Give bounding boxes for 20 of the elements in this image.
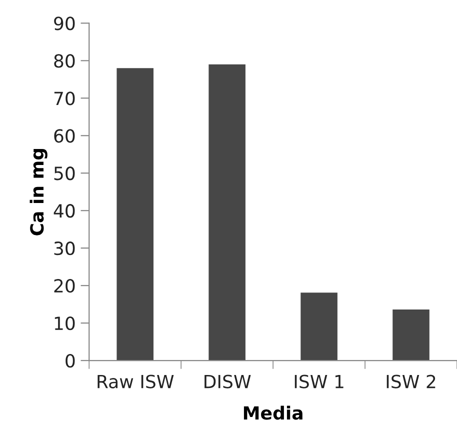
x-axis-title: Media	[244, 406, 302, 420]
y-tick-label: 10	[54, 316, 75, 330]
y-tick-label: 30	[54, 242, 75, 256]
y-axis-title: Ca in mg	[30, 148, 48, 236]
y-tick-label: 60	[54, 129, 75, 143]
y-tick-label: 80	[54, 54, 75, 68]
y-tick-label: 50	[54, 166, 75, 180]
bar	[208, 64, 246, 361]
bar	[300, 292, 338, 361]
x-tick-label: Raw ISW	[98, 374, 174, 388]
y-tick-label: 20	[54, 279, 75, 293]
y-tick-label: 0	[66, 354, 75, 368]
bar	[116, 68, 154, 361]
y-tick-label: 70	[54, 92, 75, 106]
bar	[392, 310, 430, 361]
x-tick-label: DISW	[204, 374, 251, 388]
y-tick-label: 40	[54, 204, 75, 218]
x-tick-label: ISW 2	[386, 374, 436, 388]
x-tick-label: ISW 1	[294, 374, 344, 388]
y-tick-label: 90	[54, 16, 75, 30]
